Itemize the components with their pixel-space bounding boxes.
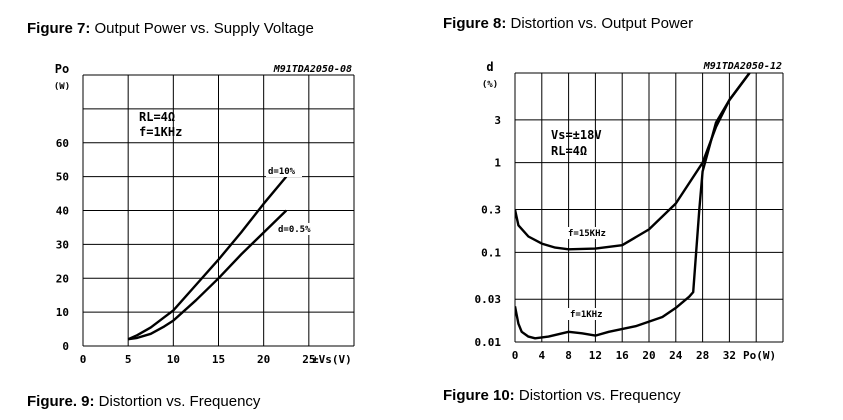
- y-axis-unit: (W): [54, 82, 70, 92]
- x-tick-label: 15: [212, 353, 225, 366]
- x-tick-label: 0: [80, 353, 87, 366]
- y-tick-label: 3: [494, 114, 501, 127]
- series-label-background: [568, 308, 611, 320]
- caption-label: Figure 7:: [27, 20, 91, 37]
- series-line-d05: [128, 209, 288, 341]
- x-tick-label: 20: [257, 353, 270, 366]
- figure-9-caption: Figure. 9: Distortion vs. Frequency: [27, 393, 260, 410]
- y-tick-label: 1: [494, 157, 501, 170]
- y-tick-label: 0.03: [475, 293, 502, 306]
- condition-annotation: f=1KHz: [139, 125, 182, 139]
- x-tick-label: 24: [669, 349, 683, 362]
- x-tick-label: 16: [616, 349, 630, 362]
- series-label-background: [566, 227, 615, 239]
- y-tick-label: 30: [56, 238, 69, 251]
- series-line-f1khz: [515, 73, 751, 340]
- condition-annotation: Vs=±18V: [551, 128, 602, 142]
- caption-text: Output Power vs. Supply Voltage: [90, 20, 314, 37]
- y-tick-label: 20: [56, 272, 69, 285]
- caption-label: Figure. 9:: [27, 393, 95, 410]
- x-tick-label: 25: [302, 353, 315, 366]
- x-tick-label: 12: [589, 349, 602, 362]
- chart-code: M91TDA2050-08: [273, 64, 352, 75]
- y-axis-unit: (%): [482, 80, 498, 90]
- y-tick-label: 40: [56, 205, 69, 218]
- condition-annotation: RL=4Ω: [139, 110, 175, 124]
- y-tick-label: 0: [62, 340, 69, 353]
- series-label-background: [276, 223, 319, 235]
- series-line-f15khz: [515, 73, 751, 251]
- figure-10-caption: Figure 10: Distortion vs. Frequency: [443, 387, 681, 404]
- series-line-d10: [127, 175, 288, 341]
- y-tick-label: 0.1: [481, 246, 501, 259]
- x-tick-label: 5: [125, 353, 132, 366]
- caption-label: Figure 8:: [443, 15, 507, 32]
- y-tick-label: 50: [56, 171, 69, 184]
- x-tick-label: 8: [565, 349, 572, 362]
- y-tick-label: 0.01: [475, 336, 502, 349]
- y-tick-label: 10: [56, 306, 69, 319]
- caption-text: Distortion vs. Frequency: [94, 393, 261, 410]
- chart-code: M91TDA2050-12: [703, 61, 782, 72]
- x-tick-label: 0: [512, 349, 519, 362]
- x-tick-label: 20: [642, 349, 655, 362]
- y-tick-label: 60: [56, 137, 69, 150]
- caption-text: Distortion vs. Output Power: [506, 15, 694, 32]
- series-label: f=15KHz: [568, 229, 606, 239]
- y-axis-label: Po: [55, 62, 69, 76]
- series-label: f=1KHz: [570, 310, 603, 320]
- y-tick-label: 0.3: [481, 204, 501, 217]
- caption-text: Distortion vs. Frequency: [514, 387, 681, 404]
- y-axis-label: d: [486, 60, 493, 74]
- series-label-background: [266, 165, 302, 177]
- series-label: d=0.5%: [278, 225, 311, 235]
- x-axis-label: Po(W): [743, 349, 776, 362]
- condition-annotation: RL=4Ω: [551, 144, 587, 158]
- x-tick-label: 4: [538, 349, 545, 362]
- series-label: d=10%: [268, 167, 296, 177]
- x-axis-label: ±Vs(V): [312, 353, 352, 366]
- x-tick-label: 28: [696, 349, 709, 362]
- figure-8-caption: Figure 8: Distortion vs. Output Power: [443, 15, 693, 32]
- caption-label: Figure 10:: [443, 387, 515, 404]
- x-tick-label: 32: [723, 349, 736, 362]
- figure-7-caption: Figure 7: Output Power vs. Supply Voltag…: [27, 20, 314, 37]
- x-tick-label: 10: [167, 353, 180, 366]
